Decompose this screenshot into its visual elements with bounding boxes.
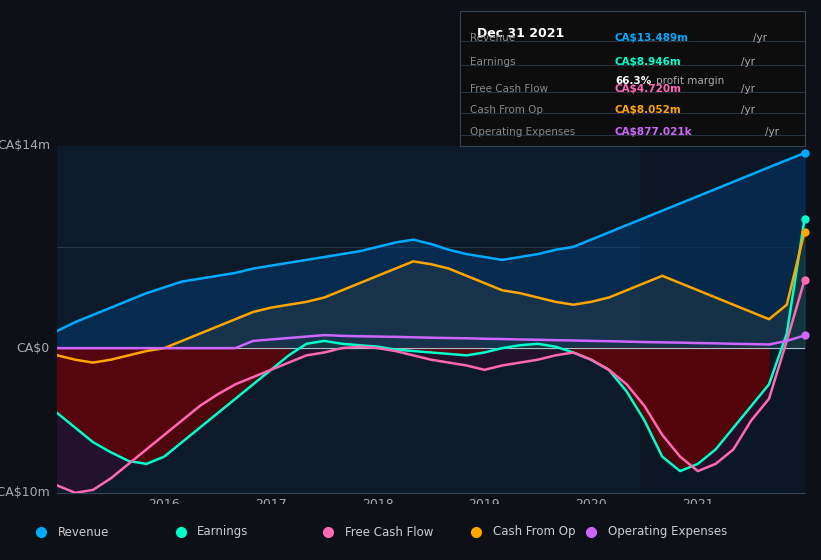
Text: Dec 31 2021: Dec 31 2021 [477,27,564,40]
Text: Revenue: Revenue [57,525,109,539]
Text: /yr: /yr [741,57,754,67]
Text: /yr: /yr [741,84,754,94]
Text: Cash From Op: Cash From Op [493,525,575,539]
Text: -CA$10m: -CA$10m [0,486,50,500]
Text: Revenue: Revenue [470,32,516,43]
Text: Free Cash Flow: Free Cash Flow [470,84,548,94]
Text: CA$14m: CA$14m [0,139,50,152]
Text: Earnings: Earnings [197,525,249,539]
Text: Free Cash Flow: Free Cash Flow [345,525,433,539]
Text: CA$0: CA$0 [16,342,50,354]
Text: profit margin: profit margin [656,76,725,86]
Text: CA$4.720m: CA$4.720m [615,84,682,94]
Bar [640,146,805,493]
Text: CA$8.052m: CA$8.052m [615,105,681,115]
Text: /yr: /yr [753,32,767,43]
Text: Operating Expenses: Operating Expenses [470,127,576,137]
Text: /yr: /yr [741,105,754,115]
Text: CA$877.021k: CA$877.021k [615,127,693,137]
Text: CA$8.946m: CA$8.946m [615,57,681,67]
Text: Cash From Op: Cash From Op [470,105,544,115]
Text: CA$13.489m: CA$13.489m [615,32,689,43]
Text: Operating Expenses: Operating Expenses [608,525,727,539]
Text: /yr: /yr [765,127,779,137]
Text: Earnings: Earnings [470,57,516,67]
Text: 66.3%: 66.3% [615,76,651,86]
